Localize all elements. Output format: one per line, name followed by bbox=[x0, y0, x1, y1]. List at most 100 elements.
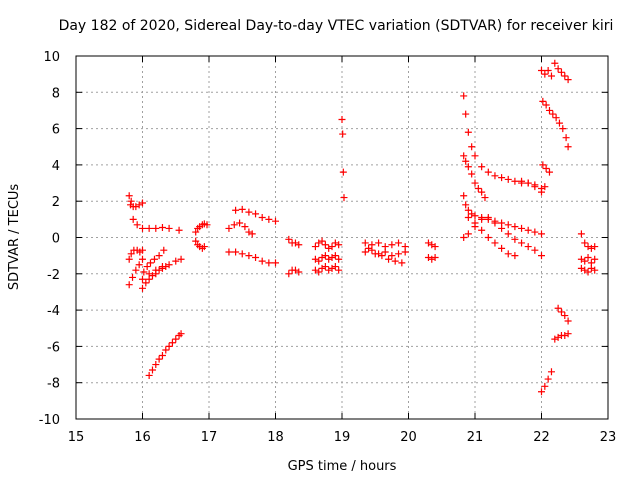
data-point bbox=[265, 259, 273, 267]
data-point bbox=[478, 215, 486, 223]
data-point bbox=[152, 361, 160, 369]
data-point bbox=[321, 263, 329, 271]
data-point bbox=[460, 152, 468, 160]
data-point bbox=[129, 273, 137, 281]
data-point bbox=[338, 116, 346, 124]
data-point bbox=[481, 194, 489, 202]
series-arc-h bbox=[145, 330, 185, 379]
data-point bbox=[587, 244, 595, 252]
data-point bbox=[172, 335, 180, 343]
data-point bbox=[139, 246, 146, 254]
series-arc-al bbox=[577, 230, 599, 252]
data-point bbox=[555, 119, 563, 127]
data-point bbox=[395, 250, 403, 258]
data-point bbox=[335, 241, 343, 249]
data-point bbox=[541, 183, 549, 191]
data-point bbox=[225, 224, 233, 232]
data-point bbox=[328, 253, 336, 261]
data-point bbox=[368, 246, 376, 254]
data-point bbox=[584, 253, 592, 261]
x-axis-label: GPS time / hours bbox=[288, 459, 397, 474]
data-point bbox=[541, 70, 549, 78]
data-point bbox=[272, 217, 279, 225]
x-tick-label: 22 bbox=[533, 430, 550, 445]
y-tick-label: -4 bbox=[47, 304, 60, 319]
data-point bbox=[142, 279, 150, 287]
series-arc-z bbox=[460, 152, 489, 202]
data-point bbox=[478, 188, 486, 196]
data-point bbox=[428, 255, 436, 263]
data-point bbox=[258, 214, 266, 222]
data-point bbox=[127, 197, 135, 205]
data-point bbox=[245, 208, 253, 216]
data-point bbox=[272, 259, 279, 267]
data-point bbox=[544, 67, 552, 75]
data-point bbox=[162, 346, 170, 354]
data-point bbox=[232, 206, 240, 214]
data-point bbox=[331, 239, 339, 247]
data-point bbox=[471, 179, 479, 187]
data-point bbox=[561, 332, 569, 340]
data-point bbox=[554, 304, 562, 312]
data-point bbox=[133, 221, 141, 229]
data-point bbox=[547, 368, 555, 376]
data-point bbox=[524, 179, 532, 187]
series-arc-a bbox=[125, 192, 146, 211]
data-point bbox=[478, 226, 486, 234]
x-tick-label: 15 bbox=[68, 430, 85, 445]
data-point bbox=[504, 221, 512, 229]
data-point bbox=[381, 248, 389, 256]
data-point bbox=[460, 192, 468, 200]
data-point bbox=[431, 253, 439, 261]
data-point bbox=[143, 263, 151, 271]
data-point bbox=[557, 68, 565, 76]
data-point bbox=[401, 248, 409, 256]
data-point bbox=[165, 342, 173, 350]
data-point bbox=[564, 330, 572, 338]
y-axis-label: SDTVAR / TECUs bbox=[7, 184, 22, 291]
series-arc-ac bbox=[464, 214, 519, 260]
data-point bbox=[504, 175, 512, 183]
series-arc-af bbox=[551, 59, 572, 84]
data-point bbox=[125, 192, 133, 200]
data-point bbox=[518, 239, 526, 247]
data-point bbox=[577, 255, 585, 263]
data-point bbox=[132, 266, 140, 274]
data-point bbox=[538, 67, 545, 75]
data-point bbox=[504, 230, 512, 238]
series-arc-b bbox=[127, 201, 183, 234]
data-point bbox=[511, 235, 519, 243]
data-point bbox=[315, 257, 323, 265]
data-point bbox=[584, 268, 592, 276]
data-point bbox=[511, 252, 519, 260]
data-point bbox=[551, 59, 559, 67]
series-arc-ae bbox=[538, 67, 555, 80]
data-point bbox=[361, 248, 369, 256]
data-point bbox=[557, 308, 565, 316]
data-point bbox=[145, 371, 153, 379]
x-tick-label: 17 bbox=[201, 430, 218, 445]
data-point bbox=[331, 263, 339, 271]
data-point bbox=[431, 243, 439, 251]
data-point bbox=[581, 257, 589, 265]
series-arc-o bbox=[285, 266, 303, 278]
data-point bbox=[524, 243, 532, 251]
data-point bbox=[328, 243, 336, 251]
data-point bbox=[538, 252, 545, 260]
data-point bbox=[464, 206, 472, 214]
data-point bbox=[311, 255, 319, 263]
data-point bbox=[291, 239, 299, 247]
series-arc-an bbox=[577, 264, 599, 276]
data-point bbox=[471, 219, 479, 227]
data-point bbox=[245, 252, 253, 260]
data-point bbox=[388, 252, 396, 260]
data-point bbox=[504, 250, 512, 258]
data-point bbox=[577, 230, 585, 238]
data-point bbox=[318, 264, 326, 272]
data-point bbox=[464, 230, 472, 238]
data-point bbox=[391, 257, 399, 265]
series-arc-i bbox=[192, 220, 211, 236]
data-point bbox=[462, 110, 470, 118]
series-arc-x bbox=[424, 253, 439, 263]
data-point bbox=[325, 244, 333, 252]
